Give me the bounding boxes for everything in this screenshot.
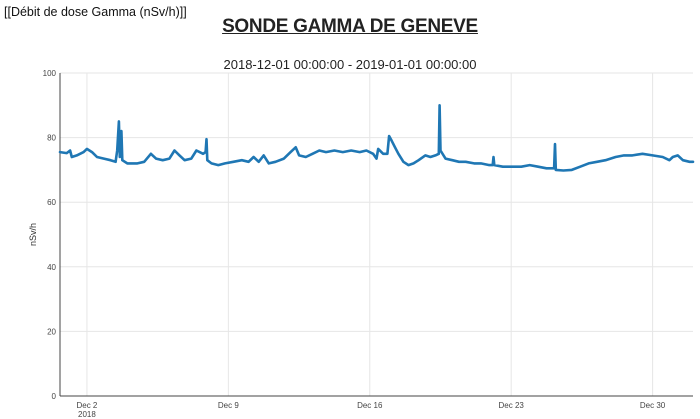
y-tick-label: 80 <box>47 134 56 143</box>
x-tick-label: Dec 23 <box>499 401 525 410</box>
corner-label: [[Débit de dose Gamma (nSv/h)]] <box>4 5 187 19</box>
y-tick-label: 60 <box>47 198 56 207</box>
axes <box>59 73 693 397</box>
chart-subtitle: 2018-12-01 00:00:00 - 2019-01-01 00:00:0… <box>223 57 477 72</box>
x-tick-label: Dec 16 <box>357 401 383 410</box>
series-layer <box>58 104 695 172</box>
x-tick-sublabel: 2018 <box>78 410 96 419</box>
chart-title: SONDE GAMMA DE GENEVE <box>222 16 478 37</box>
y-tick-label: 100 <box>43 69 57 78</box>
y-axis-label: nSv/h <box>28 223 38 246</box>
y-tick-label: 0 <box>52 392 57 401</box>
x-tick-label: Dec 30 <box>640 401 666 410</box>
x-tick-label: Dec 9 <box>218 401 239 410</box>
y-tick-label: 20 <box>47 327 56 336</box>
grid-lines <box>60 72 693 396</box>
x-tick-label: Dec 2 <box>76 401 97 410</box>
series-line <box>58 104 695 172</box>
y-tick-label: 40 <box>47 263 56 272</box>
